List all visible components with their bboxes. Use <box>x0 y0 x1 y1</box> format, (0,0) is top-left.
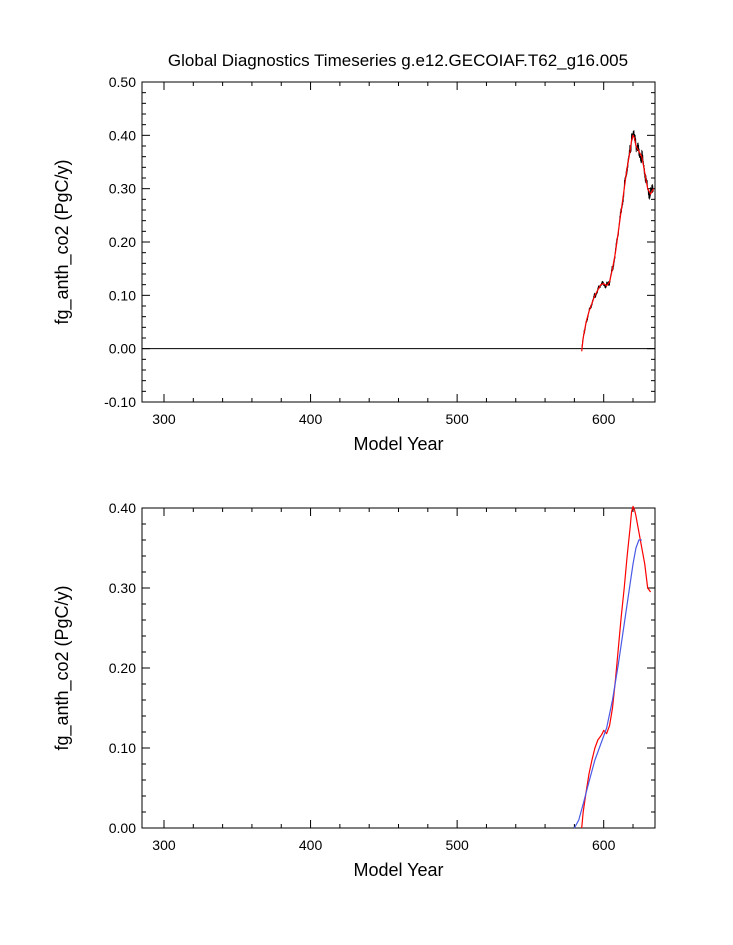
y-tick-label: 0.10 <box>109 740 136 756</box>
y-tick-label: 0.50 <box>109 74 136 90</box>
x-tick-label: 500 <box>445 411 469 427</box>
y-tick-label: -0.10 <box>104 394 136 410</box>
y-axis-label: fg_anth_co2 (PgC/y) <box>52 585 73 750</box>
series-line-0 <box>581 505 652 829</box>
x-tick-label: 400 <box>299 837 323 853</box>
y-tick-label: 0.20 <box>109 234 136 250</box>
y-tick-label: 0.00 <box>109 820 136 836</box>
x-axis-label: Model Year <box>353 434 443 454</box>
y-axis-label: fg_anth_co2 (PgC/y) <box>52 159 73 324</box>
x-tick-label: 500 <box>445 837 469 853</box>
x-tick-label: 300 <box>152 837 176 853</box>
y-tick-label: 0.30 <box>109 580 136 596</box>
y-tick-label: 0.40 <box>109 127 136 143</box>
y-tick-label: 0.10 <box>109 287 136 303</box>
series-line-1 <box>573 539 642 829</box>
series-line-1 <box>581 134 655 352</box>
chart-title: Global Diagnostics Timeseries g.e12.GECO… <box>168 51 628 70</box>
y-tick-label: 0.00 <box>109 341 136 357</box>
x-tick-label: 300 <box>152 411 176 427</box>
x-tick-label: 600 <box>592 411 616 427</box>
x-axis-label: Model Year <box>353 860 443 880</box>
x-tick-label: 400 <box>299 411 323 427</box>
y-tick-label: 0.40 <box>109 500 136 516</box>
top-panel: 300 400 500 600 -0.10 0.00 0.10 0.20 0.30 0.40 0.5… <box>52 74 656 454</box>
y-tick-label: 0.30 <box>109 181 136 197</box>
plot-frame <box>141 507 656 829</box>
y-tick-label: 0.20 <box>109 660 136 676</box>
x-tick-label: 600 <box>592 837 616 853</box>
plot-frame <box>141 81 656 403</box>
bottom-panel: 300 400 500 600 0.00 0.10 0.20 0.30 0.40 Model Ye… <box>52 500 656 880</box>
